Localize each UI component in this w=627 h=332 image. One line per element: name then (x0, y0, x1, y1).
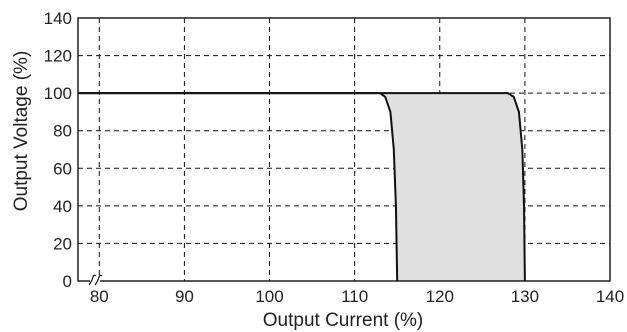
y-tick-label: 20 (53, 234, 72, 253)
x-tick-label: 100 (255, 287, 283, 306)
tolerance-band-area (380, 93, 525, 282)
y-tick-label: 0 (63, 272, 72, 291)
series-line-1 (78, 92, 399, 282)
x-tick-label: 80 (90, 287, 109, 306)
plot-frame (77, 17, 611, 282)
y-tick-label: 100 (44, 84, 72, 103)
x-tick-label: 120 (426, 287, 454, 306)
axis-break-mark (88, 274, 103, 287)
axis-break-gap (90, 275, 100, 287)
y-tick-label: 80 (53, 122, 72, 141)
tolerance-band (380, 93, 525, 282)
tick-labels: 0 20 40 60 80 100 120 140 80 90 100 110 120 130 140 (44, 9, 625, 306)
x-axis-title: Output Current (%) (263, 310, 424, 331)
y-tick-label: 140 (44, 9, 72, 28)
x-tick-label: 130 (511, 287, 539, 306)
y-tick-label: 40 (53, 197, 72, 216)
x-tick-label: 140 (596, 287, 624, 306)
y-axis-title: Output Voltage (%) (11, 51, 32, 212)
x-tick-label: 110 (341, 287, 368, 306)
series-lines (78, 92, 526, 282)
axis-break-stroke (88, 274, 97, 286)
y-tick-label: 60 (53, 159, 72, 178)
y-tick-label: 120 (44, 47, 72, 66)
axis-break-stroke (94, 274, 103, 286)
plot-border (77, 17, 611, 282)
grid-lines (78, 18, 610, 281)
series-line-2 (78, 92, 526, 282)
x-tick-label: 90 (175, 287, 194, 306)
